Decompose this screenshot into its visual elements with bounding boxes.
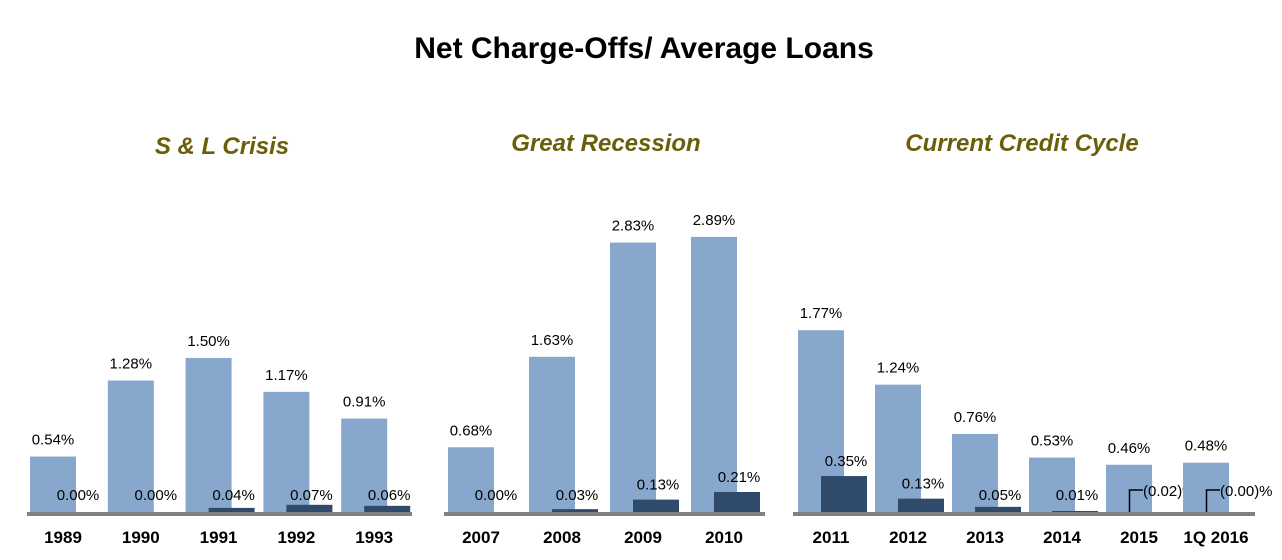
panel-subtitle: Great Recession bbox=[511, 130, 700, 157]
data-label: 0.21% bbox=[718, 469, 761, 486]
data-label: 0.01% bbox=[1056, 487, 1099, 504]
bar-dark bbox=[208, 507, 255, 512]
bar-light bbox=[30, 456, 76, 512]
negative-marker bbox=[1205, 489, 1220, 512]
data-label: 0.53% bbox=[1031, 433, 1074, 450]
x-axis bbox=[444, 512, 765, 516]
data-label: 1.50% bbox=[187, 333, 230, 350]
x-tick-label: 1993 bbox=[355, 528, 393, 547]
x-tick-label: 1990 bbox=[122, 528, 160, 547]
x-axis bbox=[27, 512, 412, 516]
x-tick-label: 2011 bbox=[813, 528, 850, 547]
data-label: 0.06% bbox=[368, 487, 411, 504]
bar-dark bbox=[898, 498, 944, 512]
bar-light bbox=[1029, 457, 1075, 512]
data-label: 0.13% bbox=[902, 476, 945, 493]
bar-dark bbox=[975, 506, 1021, 512]
bar-light bbox=[263, 391, 310, 512]
x-tick-label: 2010 bbox=[705, 528, 743, 547]
data-label: 1.77% bbox=[800, 305, 843, 322]
data-label: 0.03% bbox=[556, 487, 599, 504]
data-label: 0.76% bbox=[954, 409, 997, 426]
x-tick-label: 2009 bbox=[624, 528, 662, 547]
panel-subtitle: S & L Crisis bbox=[155, 133, 289, 160]
x-tick-label: 2014 bbox=[1043, 528, 1081, 547]
bar-light bbox=[691, 236, 737, 512]
data-label: (0.02)% bbox=[1143, 483, 1196, 500]
data-label: 0.00% bbox=[475, 487, 518, 504]
data-label: 0.54% bbox=[32, 432, 75, 449]
x-tick-label: 1Q 2016 bbox=[1183, 528, 1248, 547]
bar-dark bbox=[552, 509, 598, 512]
bar-light bbox=[952, 433, 998, 512]
x-tick-label: 1991 bbox=[200, 528, 238, 547]
data-label: (0.00)% bbox=[1220, 483, 1273, 500]
bar-light bbox=[610, 242, 656, 513]
data-label: 0.00% bbox=[57, 487, 100, 504]
bar-dark bbox=[364, 505, 411, 512]
bar-dark bbox=[821, 476, 867, 512]
bar-dark bbox=[633, 499, 679, 512]
bar-light bbox=[529, 356, 575, 512]
data-label: 0.13% bbox=[637, 477, 680, 494]
bar-dark bbox=[1052, 510, 1098, 512]
bar-light bbox=[341, 418, 388, 512]
data-label: 1.24% bbox=[877, 360, 920, 377]
data-label: 0.05% bbox=[979, 487, 1022, 504]
negative-marker bbox=[1128, 489, 1143, 512]
chart-title: Net Charge-Offs/ Average Loans bbox=[414, 32, 874, 65]
x-axis bbox=[793, 512, 1255, 516]
data-label: 1.28% bbox=[110, 356, 153, 373]
data-label: 0.46% bbox=[1108, 440, 1151, 457]
x-tick-label: 1989 bbox=[44, 528, 82, 547]
data-label: 0.07% bbox=[290, 487, 333, 504]
bar-dark bbox=[286, 504, 333, 512]
x-tick-label: 2007 bbox=[462, 528, 500, 547]
data-label: 0.91% bbox=[343, 394, 386, 411]
bar-light bbox=[185, 357, 232, 512]
data-label: 2.89% bbox=[693, 212, 736, 229]
data-label: 0.68% bbox=[450, 422, 493, 439]
data-label: 1.63% bbox=[531, 332, 574, 349]
data-label: 1.17% bbox=[265, 367, 308, 384]
x-tick-label: 2013 bbox=[966, 528, 1004, 547]
data-label: 0.04% bbox=[212, 487, 255, 504]
x-tick-label: 2008 bbox=[543, 528, 581, 547]
data-label: 0.00% bbox=[135, 487, 178, 504]
x-tick-label: 1992 bbox=[277, 528, 315, 547]
x-tick-label: 2012 bbox=[889, 528, 927, 547]
bar-light bbox=[107, 380, 154, 512]
data-label: 0.48% bbox=[1185, 438, 1228, 455]
data-label: 2.83% bbox=[612, 218, 655, 235]
panel-subtitle: Current Credit Cycle bbox=[905, 130, 1138, 157]
bar-light bbox=[875, 384, 921, 512]
x-tick-label: 2015 bbox=[1120, 528, 1158, 547]
bar-light bbox=[448, 447, 494, 512]
data-label: 0.35% bbox=[825, 453, 868, 470]
bar-dark bbox=[714, 492, 760, 512]
